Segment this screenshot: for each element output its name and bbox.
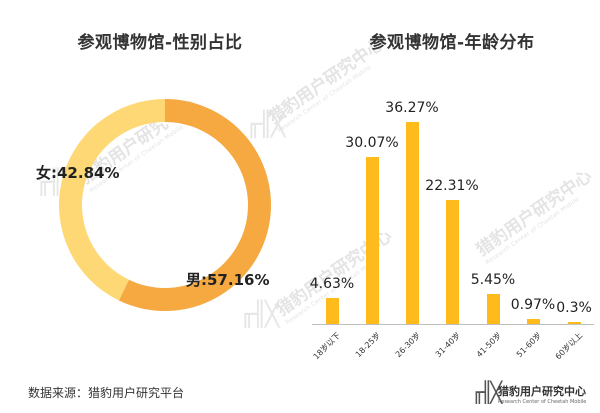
brand: 猎豹用户研究中心 Research Center of Cheetah Mobi… (498, 383, 586, 405)
bar-value-label: 5.45% (470, 271, 516, 288)
male-label: 男:57.16% (186, 271, 270, 289)
age-chart-title: 参观博物馆-年龄分布 (369, 33, 535, 53)
watermark-logo: ╓╢╳ (246, 110, 285, 138)
female-segment (59, 99, 165, 301)
bar (325, 298, 339, 324)
bar (405, 121, 419, 324)
watermark-logo: ╓╢╳ (240, 300, 279, 328)
bar-value-label: 36.27% (385, 99, 439, 116)
bar-value-label: 0.3% (556, 300, 592, 316)
bar (567, 322, 581, 324)
bar-value-label: 0.97% (510, 296, 556, 313)
bar (526, 318, 540, 324)
x-axis-line (312, 324, 594, 325)
bar (445, 199, 459, 324)
gender-chart-title: 参观博物馆-性别占比 (77, 33, 243, 53)
female-label: 女:42.84% (36, 164, 120, 182)
bar (486, 293, 500, 324)
bar-value-label: 22.31% (425, 177, 479, 194)
data-source-note: 数据来源：猎豹用户研究平台 (28, 386, 185, 400)
brand-subtitle: Research Center of Cheetah Mobile (498, 399, 587, 405)
bar-value-label: 4.63% (309, 276, 355, 293)
bar (365, 156, 379, 324)
brand-logo-icon: ╓╢╳ (472, 380, 502, 404)
brand-name: 猎豹用户研究中心 (498, 385, 586, 398)
male-segment (118, 99, 272, 311)
bar-value-label: 30.07% (345, 134, 399, 151)
